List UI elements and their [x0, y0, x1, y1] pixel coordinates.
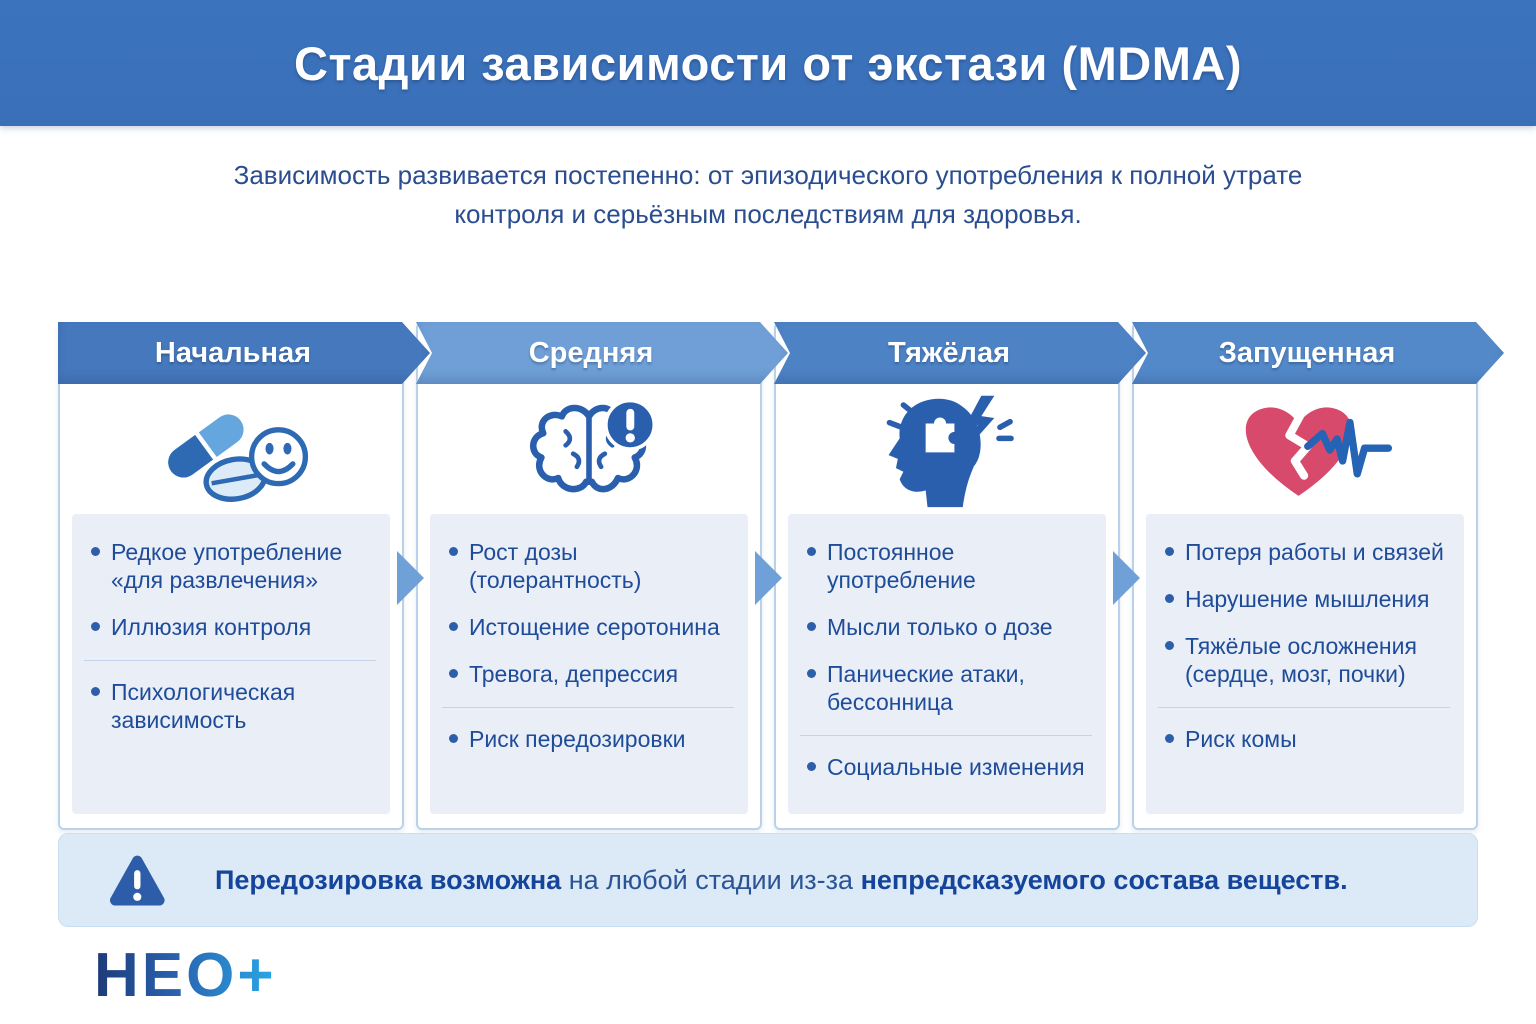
stage-icon-area — [776, 386, 1118, 514]
logo-text: НЕО+ — [94, 941, 277, 1010]
header-band: Стадии зависимости от экстази (MDMA) — [0, 0, 1536, 126]
list-item: Панические атаки, бессонница — [800, 660, 1092, 737]
warning-middle: на любой стадии из-за — [561, 864, 861, 895]
stage-card-initial: Начальная — [58, 322, 404, 831]
stage-list-advanced: Потеря работы и связей Нарушение мышлени… — [1146, 514, 1464, 815]
stage-header-initial: Начальная — [58, 322, 430, 384]
flow-arrow-icon — [397, 551, 424, 605]
list-item: Редкое употребление «для развлечения» — [84, 538, 376, 594]
warning-bold-end: непредсказуемого состава веществ. — [860, 864, 1348, 895]
warning-text: Передозировка возможна на любой стадии и… — [215, 865, 1348, 896]
stage-icon-area — [418, 386, 760, 514]
list-item: Истощение серотонина — [442, 613, 734, 641]
stage-list-severe: Постоянное употребление Мысли только о д… — [788, 514, 1106, 815]
stage-icon-area — [60, 386, 402, 514]
stage-header-advanced: Запущенная — [1132, 322, 1504, 384]
stage-name: Запущенная — [1218, 336, 1396, 369]
flow-arrow-icon — [755, 551, 782, 605]
list-item: Потеря работы и связей — [1158, 538, 1450, 566]
stage-icon-area — [1134, 386, 1476, 514]
flow-arrow-icon — [1113, 551, 1140, 605]
warning-bold-start: Передозировка возможна — [215, 864, 562, 895]
brain-alert-icon — [529, 398, 657, 493]
brand-logo: НЕО+ — [94, 938, 314, 1017]
list-item: Постоянное употребление — [800, 538, 1092, 594]
intro-line-1: Зависимость развивается постепенно: от э… — [233, 160, 1303, 190]
list-item: Риск передозировки — [442, 725, 734, 753]
stage-card-severe: Тяжёлая Постоянное употребление Мысли то… — [774, 322, 1120, 831]
list-item: Иллюзия контроля — [84, 613, 376, 662]
list-item: Мысли только о дозе — [800, 613, 1092, 641]
stage-header-severe: Тяжёлая — [774, 322, 1146, 384]
stage-name: Тяжёлая — [887, 336, 1011, 369]
stage-card-middle: Средняя Рост дозы (толерантно — [416, 322, 762, 831]
stage-header-middle: Средняя — [416, 322, 788, 384]
stage-list-middle: Рост дозы (толерантность) Истощение серо… — [430, 514, 748, 815]
list-item: Тревога, депрессия — [442, 660, 734, 709]
stage-list-initial: Редкое употребление «для развлечения» Ил… — [72, 514, 390, 815]
stage-card-advanced: Запущенная Потеря работы и связей Наруше… — [1132, 322, 1478, 831]
list-item: Тяжёлые осложнения (сердце, мозг, почки) — [1158, 632, 1450, 709]
warning-banner: Передозировка возможна на любой стадии и… — [58, 833, 1478, 927]
intro-line-2: контроля и серьёзным последствиям для зд… — [454, 199, 1082, 229]
list-item: Риск комы — [1158, 725, 1450, 753]
pills-and-smiley-icon — [168, 414, 309, 502]
head-lightning-icon — [886, 395, 1014, 508]
stages-row: Начальная — [58, 322, 1478, 831]
page-title: Стадии зависимости от экстази (MDMA) — [294, 36, 1242, 90]
list-item: Социальные изменения — [800, 753, 1092, 781]
list-item: Рост дозы (толерантность) — [442, 538, 734, 594]
intro-text: Зависимость развивается постепенно: от э… — [0, 156, 1536, 234]
list-item: Нарушение мышления — [1158, 585, 1450, 613]
stage-name: Средняя — [528, 336, 654, 369]
list-item: Психологическая зависимость — [84, 678, 376, 734]
stage-name: Начальная — [154, 336, 312, 369]
warning-triangle-icon — [110, 855, 165, 906]
broken-heart-ecg-icon — [1245, 407, 1393, 496]
